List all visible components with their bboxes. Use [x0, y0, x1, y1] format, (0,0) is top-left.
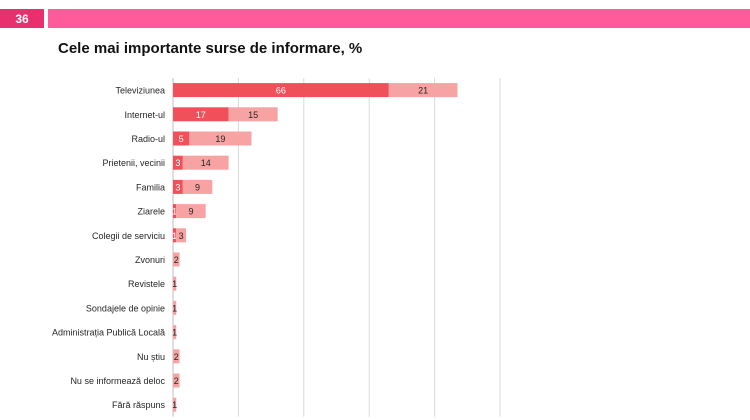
page-number: 36	[0, 9, 44, 28]
category-label: Familia	[136, 182, 165, 192]
bar-segment	[173, 83, 389, 98]
data-label: 1	[172, 328, 177, 338]
category-label: Nu știu	[137, 352, 165, 362]
data-label: 9	[188, 207, 193, 217]
bar-segment	[173, 300, 177, 315]
bar-segment	[388, 83, 458, 98]
bar-segment	[173, 397, 177, 412]
data-label: 1	[172, 400, 177, 410]
category-label: Prietenii, vecinii	[102, 158, 165, 168]
header-bar	[48, 9, 750, 28]
bar-segment	[182, 155, 229, 170]
data-label: 1	[172, 303, 177, 313]
data-label: 5	[179, 134, 184, 144]
data-label: 1	[172, 207, 177, 217]
category-label: Fără răspuns	[112, 400, 166, 410]
bar-segment	[228, 107, 278, 122]
bar-segment	[173, 107, 229, 122]
category-label: Televiziunea	[115, 86, 165, 96]
chart-title: Cele mai importante surse de informare, …	[58, 40, 363, 57]
category-label: Radio-ul	[131, 134, 165, 144]
data-label: 1	[172, 231, 177, 241]
category-label: Colegii de serviciu	[92, 231, 165, 241]
bar-segment	[173, 131, 190, 146]
bar-segment	[173, 204, 177, 219]
category-label: Sondajele de opinie	[86, 303, 165, 313]
bar-segment	[173, 179, 183, 194]
data-label: 21	[418, 86, 428, 96]
data-label: 15	[248, 110, 258, 120]
data-label: 14	[201, 158, 211, 168]
data-label: 3	[179, 231, 184, 241]
category-label: Ziarele	[137, 207, 165, 217]
data-label: 2	[174, 255, 179, 265]
bar-segment	[173, 252, 180, 267]
data-label: 2	[174, 376, 179, 386]
data-label: 2	[174, 352, 179, 362]
bar-segment	[176, 228, 187, 243]
bar-segment	[173, 228, 177, 243]
category-label: Zvonuri	[135, 255, 165, 265]
bar-segment	[173, 155, 183, 170]
data-label: 3	[175, 158, 180, 168]
category-label: Nu se informează deloc	[70, 376, 165, 386]
bar-segment	[173, 349, 180, 364]
bar-segment	[173, 276, 177, 291]
data-label: 9	[195, 182, 200, 192]
bar-segment	[182, 179, 213, 194]
category-label: Revistele	[128, 279, 165, 289]
category-label: Internet-ul	[124, 110, 165, 120]
data-label: 17	[196, 110, 206, 120]
bar-segment	[176, 204, 206, 219]
data-label: 1	[172, 279, 177, 289]
bar-segment	[173, 325, 177, 340]
bar-segment	[189, 131, 252, 146]
bar-segment	[173, 373, 180, 388]
category-label: Administrația Publică Locală	[52, 328, 165, 338]
data-label: 19	[215, 134, 225, 144]
data-label: 3	[175, 182, 180, 192]
data-label: 66	[276, 86, 286, 96]
